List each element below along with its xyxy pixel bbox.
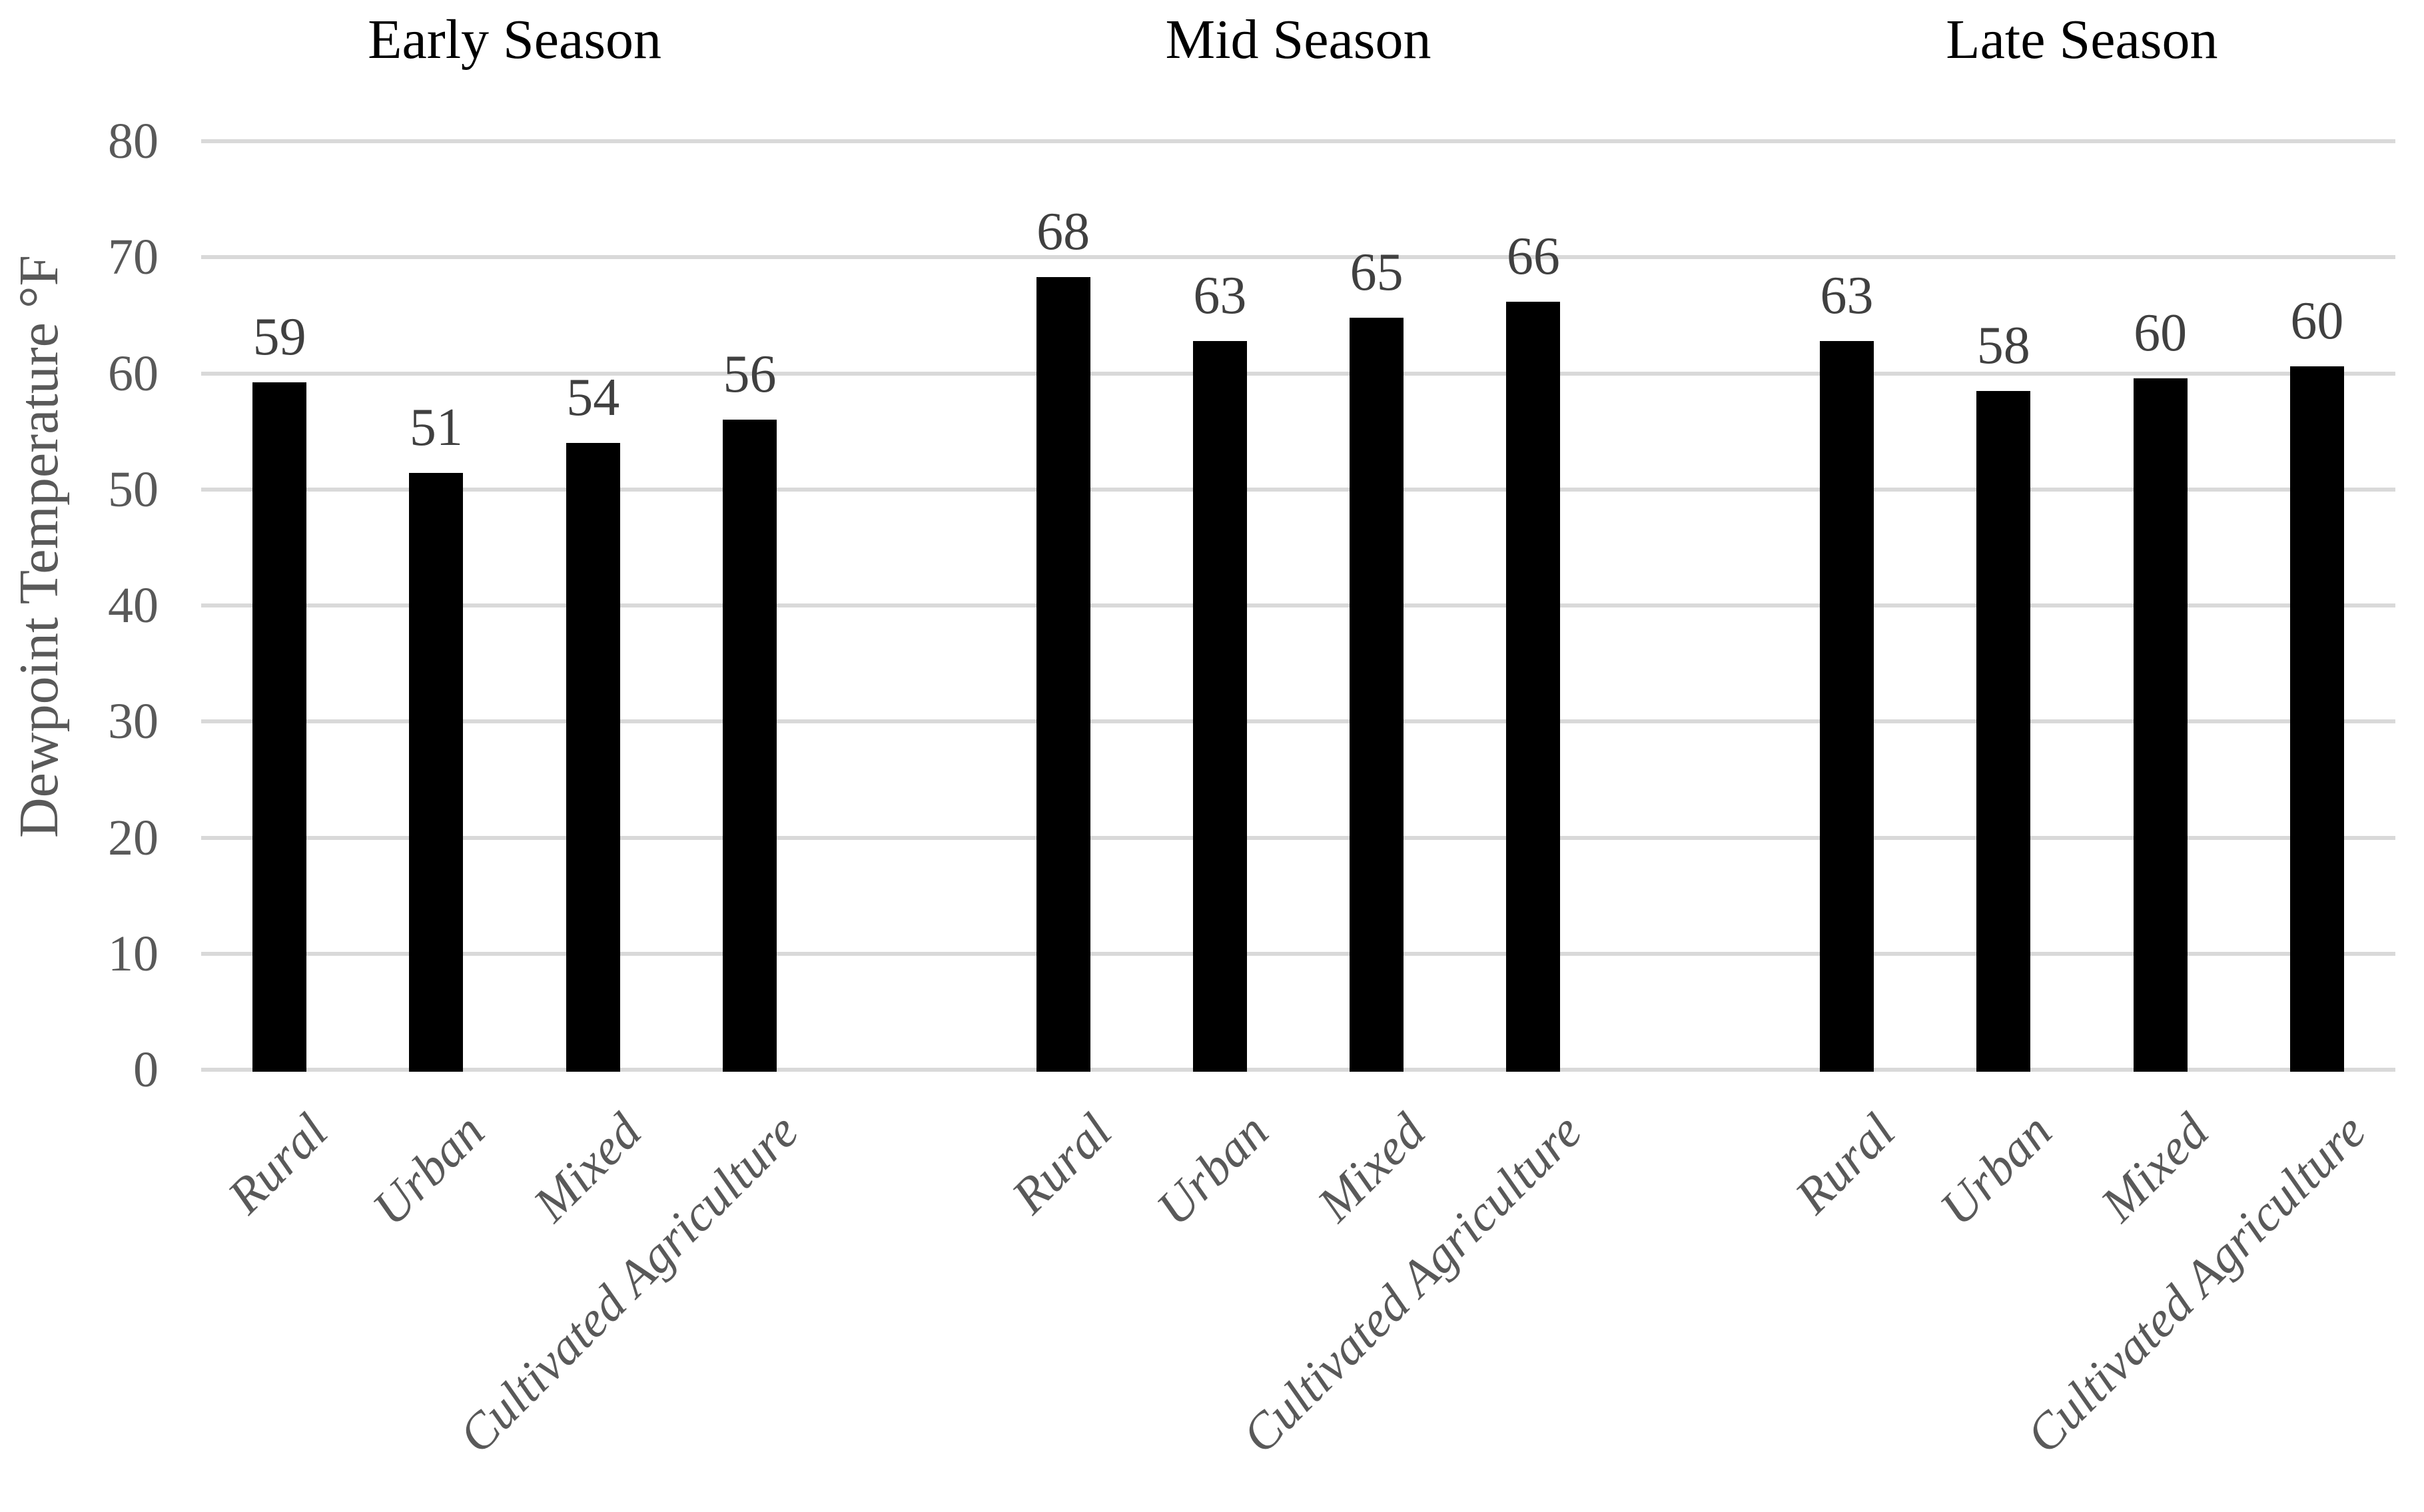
bar <box>1192 340 1247 1072</box>
y-axis-title: Dewpoint Temperature °F <box>8 254 70 838</box>
bar <box>723 420 777 1072</box>
x-category-label: Rural <box>1785 1103 1906 1225</box>
bar <box>409 473 464 1072</box>
gridline <box>201 719 2395 724</box>
bar <box>1820 340 1874 1072</box>
bar-value-label: 60 <box>2134 303 2188 362</box>
x-category-label: Mixed <box>2090 1103 2220 1232</box>
season-title: Early Season <box>368 9 662 71</box>
x-category-label: Mixed <box>1306 1103 1436 1232</box>
x-category-label: Urban <box>362 1103 496 1236</box>
y-tick-label: 50 <box>108 461 159 518</box>
y-tick-label: 10 <box>108 925 159 982</box>
bar-value-label: 54 <box>566 368 620 427</box>
bar-value-label: 65 <box>1350 242 1404 302</box>
y-tick-label: 20 <box>108 809 159 866</box>
bar <box>566 443 620 1072</box>
season-title: Mid Season <box>1165 9 1431 71</box>
gridline <box>201 255 2395 260</box>
gridline <box>201 603 2395 607</box>
bar-value-label: 51 <box>409 398 463 458</box>
gridline <box>201 487 2395 492</box>
x-category-label: Rural <box>1001 1103 1122 1225</box>
y-tick-label: 0 <box>133 1042 159 1098</box>
gridline <box>201 951 2395 956</box>
bar-value-label: 59 <box>252 308 306 367</box>
gridline <box>201 371 2395 376</box>
x-category-label: Mixed <box>523 1103 652 1232</box>
season-title: Late Season <box>1946 9 2218 71</box>
bar-value-label: 68 <box>1036 202 1090 261</box>
y-tick-label: 60 <box>108 345 159 402</box>
bar <box>1976 390 2031 1072</box>
bar <box>1350 317 1404 1072</box>
bar <box>1506 301 1561 1072</box>
y-tick-label: 80 <box>108 113 159 169</box>
gridline <box>201 1068 2395 1072</box>
x-category-label: Rural <box>217 1103 339 1225</box>
gridline <box>201 835 2395 840</box>
bar <box>2133 378 2188 1072</box>
bar-value-label: 60 <box>2290 292 2344 350</box>
bar-value-label: 66 <box>1506 226 1560 286</box>
bar-value-label: 63 <box>1820 266 1874 325</box>
bar-value-label: 58 <box>1976 316 2030 375</box>
bar-value-label: 56 <box>723 345 777 404</box>
bar <box>252 382 307 1072</box>
x-category-label: Urban <box>1929 1103 2063 1236</box>
y-tick-label: 30 <box>108 693 159 750</box>
bar <box>1036 276 1090 1072</box>
bar <box>2289 366 2344 1072</box>
bar-value-label: 63 <box>1193 266 1247 325</box>
y-tick-label: 70 <box>108 229 159 286</box>
x-category-label: Urban <box>1146 1103 1280 1236</box>
gridline <box>201 139 2395 143</box>
y-tick-label: 40 <box>108 577 159 633</box>
